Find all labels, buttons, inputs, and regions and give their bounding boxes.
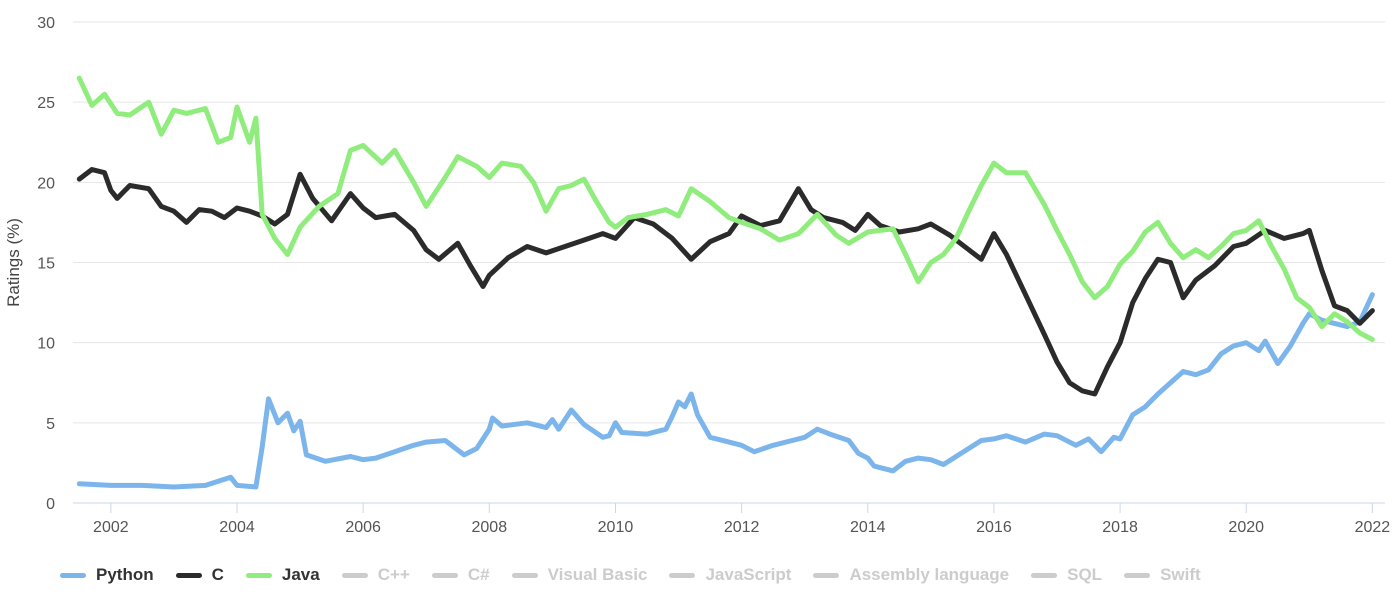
x-tick-label: 2002 — [93, 519, 129, 536]
y-tick-label: 0 — [46, 496, 55, 513]
legend-swatch — [60, 572, 86, 578]
y-tick-label: 25 — [37, 95, 55, 112]
legend-item-python[interactable]: Python — [60, 565, 154, 585]
legend-item-assembly-language[interactable]: Assembly language — [813, 565, 1009, 585]
x-tick-label: 2006 — [345, 519, 381, 536]
y-tick-label: 15 — [37, 256, 55, 273]
legend-item-swift[interactable]: Swift — [1124, 565, 1201, 585]
legend-item-c[interactable]: C — [175, 565, 224, 585]
legend-swatch — [669, 572, 696, 578]
y-axis-ticks: 0 5 10 15 20 25 30 — [37, 15, 55, 513]
chart-legend: Python C Java C++ C# Visual Basic JavaScript As… — [60, 562, 1201, 588]
x-tick-label: 2004 — [219, 519, 255, 536]
legend-swatch — [511, 572, 538, 578]
x-tick-label: 2020 — [1228, 519, 1264, 536]
legend-label: Java — [281, 565, 320, 584]
legend-swatch — [1124, 572, 1151, 578]
legend-label: C++ — [377, 565, 410, 584]
legend-swatch — [1031, 572, 1058, 578]
legend-swatch — [175, 572, 202, 578]
y-axis-title: Ratings (%) — [4, 218, 23, 307]
legend-item-sql[interactable]: SQL — [1031, 565, 1102, 585]
x-tick-label: 2008 — [472, 519, 508, 536]
legend-label: C# — [467, 565, 490, 584]
series-lines — [76, 75, 1375, 490]
legend-label: Swift — [1160, 565, 1201, 584]
x-tick-label: 2010 — [598, 519, 634, 536]
legend-item-javascript[interactable]: JavaScript — [669, 565, 791, 585]
legend-swatch — [813, 572, 840, 578]
legend-label: Visual Basic — [547, 565, 648, 584]
x-tick-label: 2022 — [1355, 519, 1391, 536]
x-tick-label: 2012 — [724, 519, 760, 536]
chart-plot-area: 0 5 10 15 20 25 30 2002 2004 2006 2008 2010 2012 201… — [4, 15, 1390, 536]
legend-item-cplusplus[interactable]: C++ — [341, 565, 410, 585]
legend-swatch — [431, 572, 458, 578]
legend-item-csharp[interactable]: C# — [431, 565, 490, 585]
x-tick-label: 2014 — [850, 519, 886, 536]
series-line-java[interactable] — [76, 75, 1375, 342]
legend-label: C — [211, 565, 224, 584]
series-line-c[interactable] — [76, 167, 1375, 397]
legend-swatch — [341, 572, 368, 578]
x-tick-label: 2018 — [1102, 519, 1138, 536]
y-tick-label: 5 — [46, 416, 55, 433]
x-axis-ticks: 2002 2004 2006 2008 2010 2012 2014 2016 2018 2020… — [93, 503, 1390, 536]
legend-label: Python — [96, 565, 154, 584]
y-tick-label: 30 — [37, 15, 55, 32]
x-tick-label: 2016 — [976, 519, 1012, 536]
grid-lines — [73, 21, 1385, 504]
legend-label: SQL — [1067, 565, 1103, 584]
legend-swatch — [245, 572, 272, 578]
y-tick-label: 10 — [37, 336, 55, 353]
series-line-python[interactable] — [76, 292, 1375, 490]
legend-item-visual-basic[interactable]: Visual Basic — [511, 565, 648, 585]
y-tick-label: 20 — [37, 175, 55, 192]
legend-label: JavaScript — [705, 565, 792, 584]
legend-label: Assembly language — [849, 565, 1010, 584]
legend-item-java[interactable]: Java — [245, 565, 320, 585]
